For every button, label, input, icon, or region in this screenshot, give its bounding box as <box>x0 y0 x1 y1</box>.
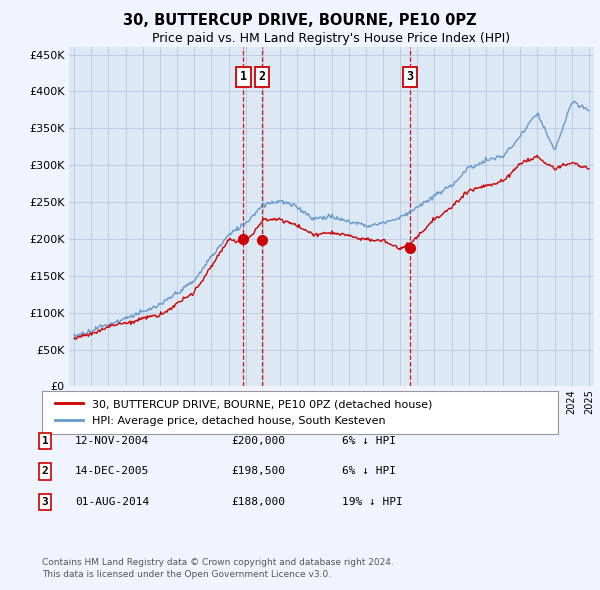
Text: Contains HM Land Registry data © Crown copyright and database right 2024.
This d: Contains HM Land Registry data © Crown c… <box>42 558 394 579</box>
Text: 3: 3 <box>41 497 49 507</box>
Text: 1: 1 <box>240 70 247 83</box>
Text: £198,500: £198,500 <box>231 467 285 476</box>
Text: 14-DEC-2005: 14-DEC-2005 <box>75 467 149 476</box>
Text: 2: 2 <box>259 70 266 83</box>
Text: 30, BUTTERCUP DRIVE, BOURNE, PE10 0PZ: 30, BUTTERCUP DRIVE, BOURNE, PE10 0PZ <box>123 13 477 28</box>
Text: 6% ↓ HPI: 6% ↓ HPI <box>342 436 396 445</box>
Text: 12-NOV-2004: 12-NOV-2004 <box>75 436 149 445</box>
Text: 2: 2 <box>41 467 49 476</box>
Legend: 30, BUTTERCUP DRIVE, BOURNE, PE10 0PZ (detached house), HPI: Average price, deta: 30, BUTTERCUP DRIVE, BOURNE, PE10 0PZ (d… <box>53 396 434 428</box>
Text: £200,000: £200,000 <box>231 436 285 445</box>
Text: 1: 1 <box>41 436 49 445</box>
Text: 19% ↓ HPI: 19% ↓ HPI <box>342 497 403 507</box>
Text: 6% ↓ HPI: 6% ↓ HPI <box>342 467 396 476</box>
Title: Price paid vs. HM Land Registry's House Price Index (HPI): Price paid vs. HM Land Registry's House … <box>152 32 511 45</box>
Text: 01-AUG-2014: 01-AUG-2014 <box>75 497 149 507</box>
Text: £188,000: £188,000 <box>231 497 285 507</box>
Text: 3: 3 <box>407 70 413 83</box>
